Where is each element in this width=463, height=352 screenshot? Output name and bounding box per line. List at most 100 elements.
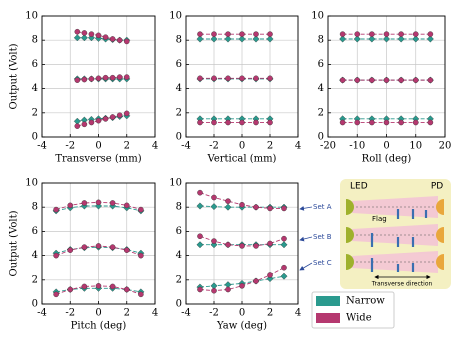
y-tick-label: 0 xyxy=(32,299,38,310)
point xyxy=(267,272,273,278)
point xyxy=(281,235,287,242)
point xyxy=(67,286,74,293)
x-tick-label: 0 xyxy=(239,308,245,319)
plot-frame xyxy=(327,15,446,138)
point xyxy=(80,34,88,42)
point xyxy=(211,31,217,37)
y-tick-label: 4 xyxy=(32,250,38,261)
x-tick-label: -4 xyxy=(37,141,47,152)
y-tick-label: 10 xyxy=(25,11,38,22)
point xyxy=(123,110,130,117)
point xyxy=(73,34,81,42)
point xyxy=(109,283,116,290)
point xyxy=(426,35,434,43)
pd-label: PD xyxy=(431,182,443,192)
point xyxy=(280,241,288,249)
plot-frame xyxy=(185,15,299,138)
point xyxy=(239,283,245,289)
point xyxy=(253,31,259,37)
point xyxy=(74,28,81,35)
point xyxy=(383,119,390,126)
point xyxy=(196,35,204,43)
point xyxy=(109,36,116,42)
point xyxy=(267,240,273,247)
flags xyxy=(370,209,428,272)
set-label: Set A xyxy=(313,203,332,211)
point xyxy=(102,34,109,40)
point xyxy=(197,233,203,240)
x-tick-label: 2 xyxy=(267,308,273,319)
y-tick-label: 8 xyxy=(318,35,324,46)
x-axis-label: Roll (deg) xyxy=(362,154,412,165)
point xyxy=(109,74,116,81)
point xyxy=(123,74,130,80)
point xyxy=(74,77,81,83)
point xyxy=(53,252,59,259)
point xyxy=(412,31,419,37)
point xyxy=(369,119,375,126)
y-tick-label: 4 xyxy=(176,83,182,94)
point xyxy=(354,31,361,37)
point xyxy=(138,291,144,298)
point xyxy=(88,76,95,82)
y-tick-label: 6 xyxy=(318,59,324,70)
point xyxy=(197,189,203,196)
y-tick-label: 8 xyxy=(32,35,38,46)
x-tick-label: 2 xyxy=(267,141,273,152)
x-tick-label: -4 xyxy=(37,308,47,319)
point xyxy=(267,205,273,212)
panel: 0 2 4 6 8 10 -20 -10 0 10 20 Roll (deg) xyxy=(311,11,451,165)
point xyxy=(109,244,116,250)
point xyxy=(81,76,88,83)
x-tick-label: -2 xyxy=(209,308,219,319)
point xyxy=(412,119,419,126)
point xyxy=(95,243,102,249)
y-tick-label: 10 xyxy=(311,11,324,22)
y-tick-label: 6 xyxy=(176,59,182,70)
point xyxy=(225,198,231,204)
panel: 0 2 4 6 8 10 -4 -2 0 2 4 Vertical (mm) xyxy=(169,11,301,165)
point xyxy=(123,38,130,45)
legend-label: Wide xyxy=(346,313,372,324)
point xyxy=(95,32,102,39)
point xyxy=(109,200,116,206)
point xyxy=(197,286,203,293)
point xyxy=(95,199,102,206)
panel: 0 2 4 6 8 10 -4 -2 0 2 4 Yaw (deg) xyxy=(169,178,301,332)
point xyxy=(211,287,217,294)
point xyxy=(67,247,74,253)
x-tick-label: 2 xyxy=(124,308,130,319)
plot-frame xyxy=(41,15,156,138)
point xyxy=(211,75,217,82)
y-tick-label: 8 xyxy=(176,202,182,213)
point xyxy=(427,31,434,37)
point xyxy=(253,243,259,249)
point xyxy=(427,77,434,83)
y-tick-label: 2 xyxy=(318,107,324,118)
beams xyxy=(352,196,438,273)
point xyxy=(339,35,347,43)
point xyxy=(210,241,218,249)
point xyxy=(210,203,218,211)
point xyxy=(197,119,203,126)
y-axis-label: Output (Volt) xyxy=(9,210,20,276)
direction-label: Transverse direction xyxy=(371,281,433,288)
point xyxy=(224,203,232,211)
x-tick-label: -4 xyxy=(181,141,191,152)
point xyxy=(239,75,245,82)
point xyxy=(197,75,203,82)
schematic: LED PD Flag Transverse direction xyxy=(340,179,451,289)
point xyxy=(267,119,273,126)
x-tick-label: 0 xyxy=(383,141,389,152)
point xyxy=(368,35,376,43)
point xyxy=(95,75,102,82)
point xyxy=(123,247,130,253)
point xyxy=(398,119,404,126)
point xyxy=(95,117,102,124)
y-tick-label: 10 xyxy=(25,178,38,189)
x-tick-label: -10 xyxy=(349,141,365,152)
point xyxy=(81,244,88,250)
y-tick-label: 0 xyxy=(176,132,182,143)
point xyxy=(225,119,231,126)
point xyxy=(211,119,217,126)
